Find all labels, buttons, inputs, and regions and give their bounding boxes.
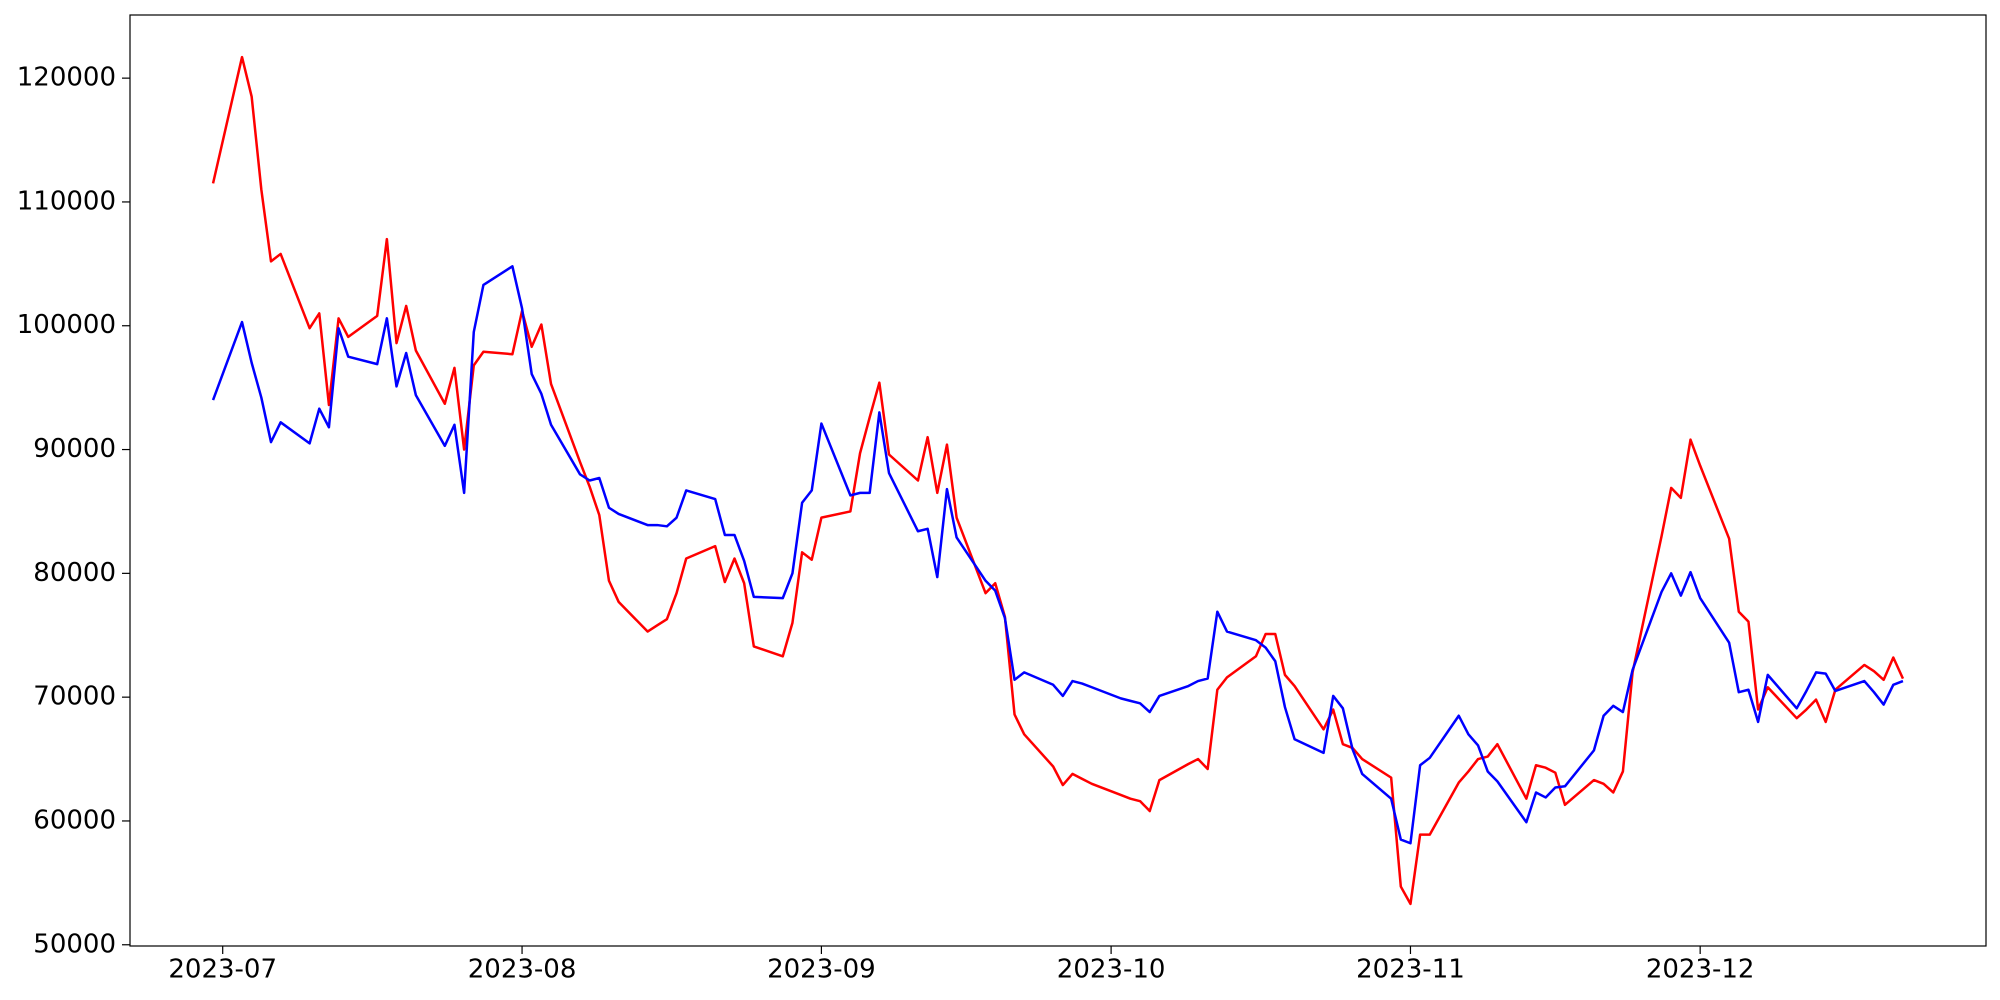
x-tick-label: 2023-11 [1356, 955, 1465, 985]
y-tick-label: 100000 [17, 310, 116, 340]
y-tick-label: 110000 [17, 186, 116, 216]
x-tick-label: 2023-08 [468, 955, 577, 985]
x-tick-label: 2023-09 [767, 955, 876, 985]
y-tick-label: 120000 [17, 63, 116, 93]
x-tick-label: 2023-12 [1646, 955, 1755, 985]
x-tick-label: 2023-10 [1057, 955, 1166, 985]
line-series [211, 55, 1905, 906]
y-tick-label: 70000 [33, 682, 116, 712]
y-tick-label: 50000 [33, 929, 116, 959]
x-tick-label: 2023-07 [168, 955, 277, 985]
plot-frame [129, 14, 1987, 947]
line-series [211, 265, 1904, 845]
y-tick-label: 60000 [33, 805, 116, 835]
y-tick-label: 90000 [33, 434, 116, 464]
y-tick-label: 80000 [33, 558, 116, 588]
